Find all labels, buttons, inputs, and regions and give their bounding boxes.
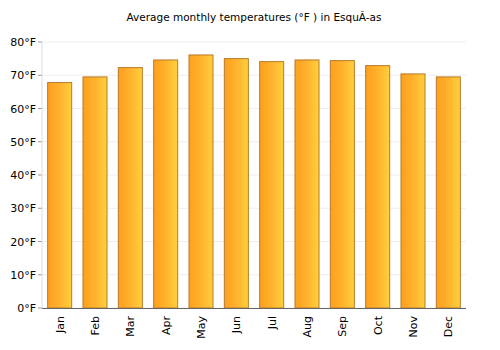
x-tick-label: Feb — [89, 316, 102, 335]
x-tick-label: Jun — [230, 316, 243, 334]
tick-mark — [38, 108, 42, 109]
tick-mark — [38, 75, 42, 76]
bar — [118, 68, 142, 308]
x-tick-label: Dec — [442, 316, 455, 337]
y-tick-label: 10°F — [10, 269, 36, 282]
title: Average monthly temperatures (°F ) in Es… — [127, 11, 382, 23]
bar — [436, 77, 460, 308]
x-tick-label: Mar — [124, 316, 137, 337]
x-axis — [42, 308, 466, 309]
bar — [260, 62, 284, 308]
bar — [48, 83, 72, 308]
tick-mark — [38, 241, 42, 242]
x-tick-label: Aug — [301, 316, 314, 337]
bar — [401, 74, 425, 308]
bar — [295, 60, 319, 308]
bars — [48, 55, 461, 308]
x-tick-label: Sep — [336, 316, 349, 337]
x-tick-label: Nov — [407, 316, 420, 338]
tick-mark — [38, 308, 42, 309]
y-tick-label: 0°F — [17, 302, 36, 315]
y-tick-label: 50°F — [10, 136, 36, 149]
bar — [83, 77, 107, 308]
y-tick-label: 20°F — [10, 236, 36, 249]
x-tick-label: Apr — [160, 316, 173, 336]
bar — [224, 59, 248, 308]
x-tick-label: Oct — [372, 315, 385, 335]
tick-mark — [38, 274, 42, 275]
x-tick-label: May — [195, 316, 208, 339]
tick-mark — [38, 175, 42, 176]
y-axis — [42, 42, 43, 308]
bar — [189, 55, 213, 308]
x-tick-label: Jul — [266, 316, 279, 330]
tick-mark — [38, 42, 42, 43]
bar — [154, 60, 178, 308]
bar — [366, 66, 390, 308]
bar — [330, 61, 354, 308]
grid — [42, 42, 466, 308]
y-tick-label: 30°F — [10, 202, 36, 215]
y-tick-label: 70°F — [10, 69, 36, 82]
y-tick-label: 60°F — [10, 103, 36, 116]
tick-mark — [38, 141, 42, 142]
y-tick-label: 40°F — [10, 169, 36, 182]
grid-line — [42, 42, 466, 43]
tick-mark — [38, 208, 42, 209]
y-tick-label: 80°F — [10, 36, 36, 49]
chart: Average monthly temperatures (°F ) in Es… — [0, 0, 500, 350]
x-tick-label: Jan — [54, 316, 67, 334]
